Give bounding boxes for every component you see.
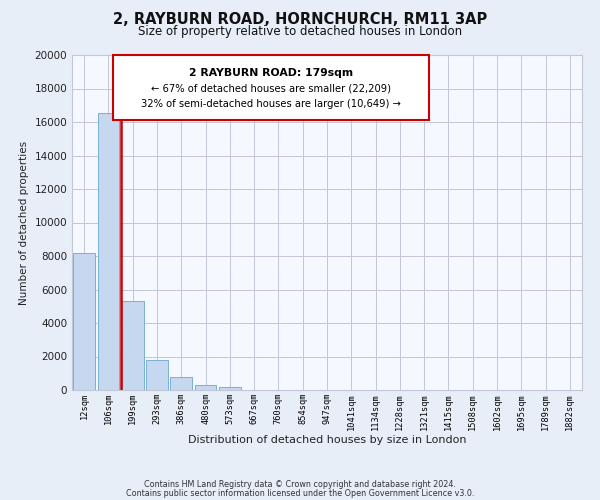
- Text: Contains public sector information licensed under the Open Government Licence v3: Contains public sector information licen…: [126, 488, 474, 498]
- Y-axis label: Number of detached properties: Number of detached properties: [19, 140, 29, 304]
- Bar: [97, 113, 119, 390]
- Text: 2 RAYBURN ROAD: 179sqm: 2 RAYBURN ROAD: 179sqm: [189, 68, 353, 78]
- Bar: [122, 301, 143, 390]
- Text: 32% of semi-detached houses are larger (10,649) →: 32% of semi-detached houses are larger (…: [141, 98, 401, 108]
- X-axis label: Distribution of detached houses by size in London: Distribution of detached houses by size …: [188, 435, 466, 445]
- Bar: [73, 252, 95, 390]
- Text: Size of property relative to detached houses in London: Size of property relative to detached ho…: [138, 25, 462, 38]
- Text: Contains HM Land Registry data © Crown copyright and database right 2024.: Contains HM Land Registry data © Crown c…: [144, 480, 456, 489]
- Text: 2, RAYBURN ROAD, HORNCHURCH, RM11 3AP: 2, RAYBURN ROAD, HORNCHURCH, RM11 3AP: [113, 12, 487, 28]
- Bar: [170, 378, 192, 390]
- Bar: [219, 386, 241, 390]
- FancyBboxPatch shape: [113, 55, 429, 120]
- Bar: [146, 360, 168, 390]
- Text: ← 67% of detached houses are smaller (22,209): ← 67% of detached houses are smaller (22…: [151, 84, 391, 94]
- Bar: [194, 385, 217, 390]
